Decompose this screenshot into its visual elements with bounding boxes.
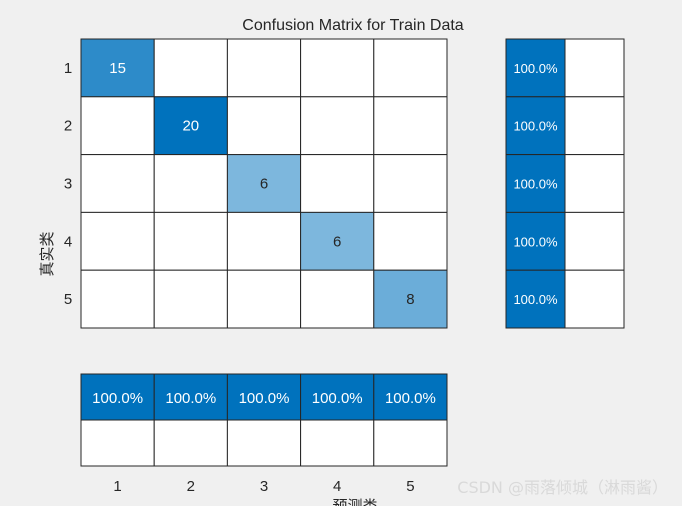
- matrix-cell-4-3: [226, 211, 302, 271]
- matrix-cell-4-1: [80, 211, 155, 271]
- column-summary-error-cell: [300, 419, 375, 467]
- row-summary-value: 100.0%: [513, 119, 558, 134]
- row-summary-error-cell: [564, 269, 625, 329]
- x-tick-label: 5: [406, 478, 414, 495]
- matrix-cell-1-2: [153, 38, 228, 98]
- matrix-cell-1-4: [300, 38, 375, 98]
- x-tick-label: 4: [333, 478, 341, 495]
- matrix-cell-3-1: [80, 154, 155, 213]
- column-summary-correct-cell: [153, 373, 228, 421]
- matrix-cell-5-4: [300, 269, 375, 329]
- matrix-cell-3-3: [226, 154, 302, 213]
- column-summary-value: 100.0%: [239, 390, 290, 407]
- matrix-cell-3-2: [153, 154, 228, 213]
- matrix-cell-value: 6: [260, 176, 268, 193]
- matrix-cell-2-1: [80, 96, 155, 156]
- matrix-cell-5-2: [153, 269, 228, 329]
- y-tick-label: 5: [64, 291, 72, 308]
- matrix-cell-4-5: [373, 211, 448, 271]
- matrix-cell-1-1: [80, 38, 155, 98]
- matrix-cell-2-4: [300, 96, 375, 156]
- row-summary-panel: 100.0% 100.0% 100.0% 100.0% 100.0%: [505, 38, 625, 329]
- matrix-cell-4-2: [153, 211, 228, 271]
- matrix-cell-2-3: [226, 96, 302, 156]
- x-tick-label: 3: [260, 478, 268, 495]
- confusion-matrix-grid: 15 20 6 6 8: [80, 38, 448, 329]
- x-tick-label: 1: [113, 478, 121, 495]
- row-summary-correct-cell: [505, 38, 566, 98]
- column-summary-value: 100.0%: [312, 390, 363, 407]
- matrix-cell-1-3: [226, 38, 302, 98]
- x-tick-label: 2: [187, 478, 195, 495]
- column-summary-error-cell: [80, 419, 155, 467]
- matrix-cell-5-3: [226, 269, 302, 329]
- row-summary-correct-cell: [505, 154, 566, 213]
- column-summary-error-cell: [226, 419, 302, 467]
- y-axis-label: 真实类: [38, 231, 56, 276]
- matrix-cell-value: 15: [109, 60, 126, 77]
- watermark-text: CSDN @雨落倾城（淋雨酱）: [457, 478, 668, 497]
- y-tick-label: 2: [64, 118, 72, 135]
- row-summary-correct-cell: [505, 269, 566, 329]
- row-summary-value: 100.0%: [513, 292, 558, 307]
- row-summary-value: 100.0%: [513, 61, 558, 76]
- matrix-cell-2-5: [373, 96, 448, 156]
- column-summary-panel: 100.0% 100.0% 100.0% 100.0% 100.0%: [80, 373, 448, 467]
- matrix-cell-value: 20: [182, 118, 199, 135]
- column-summary-error-cell: [153, 419, 228, 467]
- row-summary-error-cell: [564, 211, 625, 271]
- column-summary-value: 100.0%: [165, 390, 216, 407]
- matrix-cell-value: 6: [333, 233, 341, 250]
- y-axis-ticks: 1 2 3 4 5: [64, 60, 72, 308]
- column-summary-correct-cell: [300, 373, 375, 421]
- row-summary-error-cell: [564, 38, 625, 98]
- y-tick-label: 3: [64, 176, 72, 193]
- x-axis-label: 预测类: [332, 497, 377, 506]
- matrix-cell-4-4: [300, 211, 375, 271]
- column-summary-error-cell: [373, 419, 448, 467]
- row-summary-error-cell: [564, 96, 625, 156]
- row-summary-value: 100.0%: [513, 234, 558, 249]
- matrix-cell-2-2: [153, 96, 228, 156]
- y-tick-label: 1: [64, 60, 72, 77]
- row-summary-error-cell: [564, 154, 625, 213]
- matrix-cell-5-5: [373, 269, 448, 329]
- column-summary-value: 100.0%: [385, 390, 436, 407]
- row-summary-value: 100.0%: [513, 177, 558, 192]
- matrix-cell-value: 8: [406, 291, 414, 308]
- matrix-cell-3-4: [300, 154, 375, 213]
- matrix-cell-3-5: [373, 154, 448, 213]
- chart-title: Confusion Matrix for Train Data: [242, 17, 464, 34]
- matrix-cell-1-5: [373, 38, 448, 98]
- column-summary-value: 100.0%: [92, 390, 143, 407]
- matrix-cell-5-1: [80, 269, 155, 329]
- x-axis-ticks: 1 2 3 4 5: [113, 478, 414, 495]
- y-tick-label: 4: [64, 233, 72, 250]
